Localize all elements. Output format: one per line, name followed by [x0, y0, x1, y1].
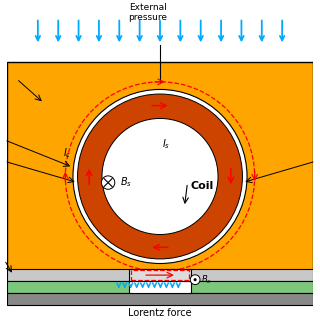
Text: Lorentz force: Lorentz force — [128, 308, 192, 318]
Text: $I_c$: $I_c$ — [63, 147, 71, 160]
Text: $I_s$: $I_s$ — [162, 138, 170, 151]
Text: $B_s$: $B_s$ — [120, 176, 132, 189]
Text: Coil: Coil — [190, 181, 214, 191]
Circle shape — [190, 275, 200, 284]
Circle shape — [194, 278, 197, 281]
Bar — [130, 269, 190, 281]
Bar — [7, 62, 313, 294]
Bar — [130, 281, 190, 292]
Bar — [7, 281, 313, 292]
Text: $B_c$: $B_c$ — [201, 274, 212, 286]
Circle shape — [73, 90, 247, 263]
Bar — [7, 269, 313, 281]
Text: External
pressure: External pressure — [128, 3, 167, 22]
Circle shape — [102, 118, 218, 235]
Bar — [7, 292, 313, 305]
Circle shape — [77, 94, 243, 259]
Circle shape — [101, 176, 115, 189]
Bar — [131, 270, 189, 280]
